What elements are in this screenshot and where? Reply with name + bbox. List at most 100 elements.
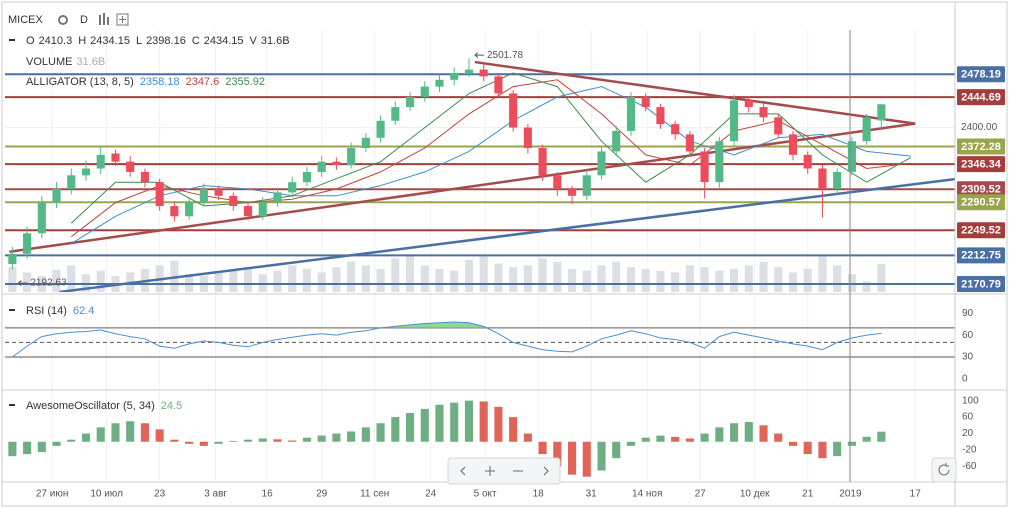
legend-item: 2434.15 <box>204 35 244 47</box>
x-tick-label: 10 июл <box>90 489 123 500</box>
candle-body <box>332 161 341 166</box>
bars-icon[interactable] <box>99 13 109 25</box>
ao-bar <box>243 439 253 442</box>
scroll-right[interactable] <box>543 466 549 476</box>
ao-bar <box>656 435 665 442</box>
volume-bar <box>96 270 105 292</box>
level-tag <box>957 156 1005 173</box>
ao-bar <box>81 433 91 442</box>
candle-body <box>155 182 164 207</box>
ao-bar <box>523 433 532 442</box>
volume-bar <box>774 267 783 292</box>
ao-bar <box>405 412 415 442</box>
level-tag <box>957 275 1005 292</box>
volume-bar <box>744 265 753 292</box>
volume-bar <box>347 261 356 292</box>
add-icon[interactable] <box>116 13 129 26</box>
gear[interactable] <box>58 15 68 25</box>
candle-body <box>243 206 253 217</box>
candle-body <box>317 161 326 172</box>
ao-bar <box>626 441 636 446</box>
x-tick-label: 21 <box>802 489 814 500</box>
volume-bar <box>243 267 253 292</box>
ao-bar <box>641 437 650 442</box>
candle-body <box>700 151 709 183</box>
ao-bar <box>214 441 223 444</box>
ao-bar <box>479 401 488 442</box>
legend-item: 31.6B <box>76 56 105 68</box>
candle-body <box>214 188 223 196</box>
candle-body <box>479 69 488 77</box>
toolbar-bg <box>447 457 561 485</box>
candle-body <box>185 202 194 217</box>
candle-body <box>509 93 518 128</box>
volume-bar <box>67 265 76 292</box>
x-tick-label: 10 дек <box>740 489 770 500</box>
ao-bar <box>52 441 61 446</box>
icon-plus <box>119 16 126 23</box>
zoom-in[interactable] <box>485 466 495 476</box>
volume-bar <box>568 268 577 292</box>
level-tag <box>957 247 1005 264</box>
volume-bar <box>23 272 32 292</box>
ao-bar <box>774 433 783 442</box>
rsi-tick-label: 90 <box>962 308 974 319</box>
level-label: 2290.57 <box>961 197 1001 209</box>
legend-item: ALLIGATOR (13, 8, 5) <box>26 76 134 88</box>
candle-body <box>126 161 135 172</box>
volume-bar <box>553 261 562 292</box>
candle-body <box>302 171 311 183</box>
level-label: 2346.34 <box>961 159 1002 171</box>
volume-bar <box>8 267 17 292</box>
candle-body <box>391 107 400 121</box>
reset-bg <box>931 457 957 483</box>
x-tick-label: 23 <box>154 489 166 500</box>
level-tag <box>957 66 1005 83</box>
annotation-arrow <box>474 52 484 59</box>
legend-item: V <box>250 35 258 47</box>
ao-bar <box>8 441 17 457</box>
volume-bar <box>730 268 739 292</box>
candle-body <box>494 76 503 94</box>
ao-bar <box>332 433 341 442</box>
ao-bar <box>185 441 194 444</box>
ao-bar <box>435 404 444 442</box>
volume-bar <box>332 267 341 292</box>
volume-bar <box>833 265 842 292</box>
level-label: 2478.19 <box>961 69 1001 81</box>
candle-body <box>111 153 120 162</box>
legend-item: 2358.18 <box>140 76 180 88</box>
icon-bar <box>99 15 101 25</box>
ao-pane <box>8 400 886 477</box>
ao-bar <box>833 441 842 457</box>
rsi-line <box>12 321 882 358</box>
volume-bar <box>877 263 886 292</box>
candle-body <box>744 100 753 108</box>
ao-tick-label: -20 <box>962 445 977 456</box>
legend-item: AwesomeOscillator (5, 34) <box>26 400 155 412</box>
ao-bar <box>391 417 400 442</box>
level-label: 2372.28 <box>961 141 1001 153</box>
settings-icon[interactable] <box>58 15 68 25</box>
scroll-left[interactable] <box>460 466 466 476</box>
volume-bar <box>656 270 665 292</box>
candle-body <box>288 182 297 193</box>
candle-body <box>450 72 459 80</box>
ao-tick-label: -60 <box>962 461 977 472</box>
legend-item: 2434.15 <box>90 35 130 47</box>
rsi-tick-label: 60 <box>962 330 974 341</box>
volume-bar <box>376 268 385 292</box>
alligator-line <box>70 72 912 224</box>
ao-bar <box>597 441 606 471</box>
legend-item: 2347.6 <box>186 76 220 88</box>
ao-bar <box>361 427 370 442</box>
candle-body <box>361 137 370 149</box>
volume-bar <box>464 260 474 292</box>
volume-bar <box>671 272 680 292</box>
candle-body <box>199 188 208 203</box>
volume-bar <box>288 265 297 292</box>
reset[interactable] <box>931 457 957 483</box>
interval[interactable]: D <box>80 14 88 26</box>
